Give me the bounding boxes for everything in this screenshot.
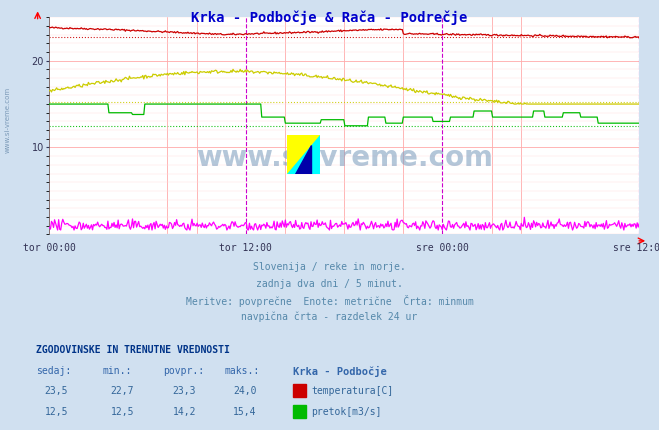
- Text: Slovenija / reke in morje.: Slovenija / reke in morje.: [253, 262, 406, 272]
- Text: 23,3: 23,3: [173, 386, 196, 396]
- Text: tor 12:00: tor 12:00: [219, 243, 272, 253]
- Text: maks.:: maks.:: [224, 366, 259, 375]
- Polygon shape: [295, 145, 312, 174]
- Polygon shape: [287, 135, 320, 174]
- Text: zadnja dva dni / 5 minut.: zadnja dva dni / 5 minut.: [256, 279, 403, 289]
- Text: sre 12:00: sre 12:00: [613, 243, 659, 253]
- Text: temperatura[C]: temperatura[C]: [311, 386, 393, 396]
- Text: 12,5: 12,5: [45, 407, 69, 417]
- Text: 12,5: 12,5: [111, 407, 134, 417]
- Text: navpična črta - razdelek 24 ur: navpična črta - razdelek 24 ur: [241, 311, 418, 322]
- Text: pretok[m3/s]: pretok[m3/s]: [311, 407, 382, 417]
- Text: 22,7: 22,7: [111, 386, 134, 396]
- Text: www.si-vreme.com: www.si-vreme.com: [196, 144, 493, 172]
- Text: 24,0: 24,0: [233, 386, 257, 396]
- Text: sre 00:00: sre 00:00: [416, 243, 469, 253]
- Text: Meritve: povprečne  Enote: metrične  Črta: minmum: Meritve: povprečne Enote: metrične Črta:…: [186, 295, 473, 307]
- Text: Krka - Podbočje & Rača - Podrečje: Krka - Podbočje & Rača - Podrečje: [191, 11, 468, 25]
- Text: Krka - Podbočje: Krka - Podbočje: [293, 366, 387, 377]
- Text: povpr.:: povpr.:: [163, 366, 204, 375]
- Text: sedaj:: sedaj:: [36, 366, 71, 375]
- Text: 15,4: 15,4: [233, 407, 257, 417]
- Text: ZGODOVINSKE IN TRENUTNE VREDNOSTI: ZGODOVINSKE IN TRENUTNE VREDNOSTI: [36, 345, 230, 355]
- Text: min.:: min.:: [102, 366, 132, 375]
- Text: 23,5: 23,5: [45, 386, 69, 396]
- Polygon shape: [287, 135, 320, 174]
- Text: 14,2: 14,2: [173, 407, 196, 417]
- Text: tor 00:00: tor 00:00: [23, 243, 76, 253]
- Text: www.si-vreme.com: www.si-vreme.com: [5, 87, 11, 154]
